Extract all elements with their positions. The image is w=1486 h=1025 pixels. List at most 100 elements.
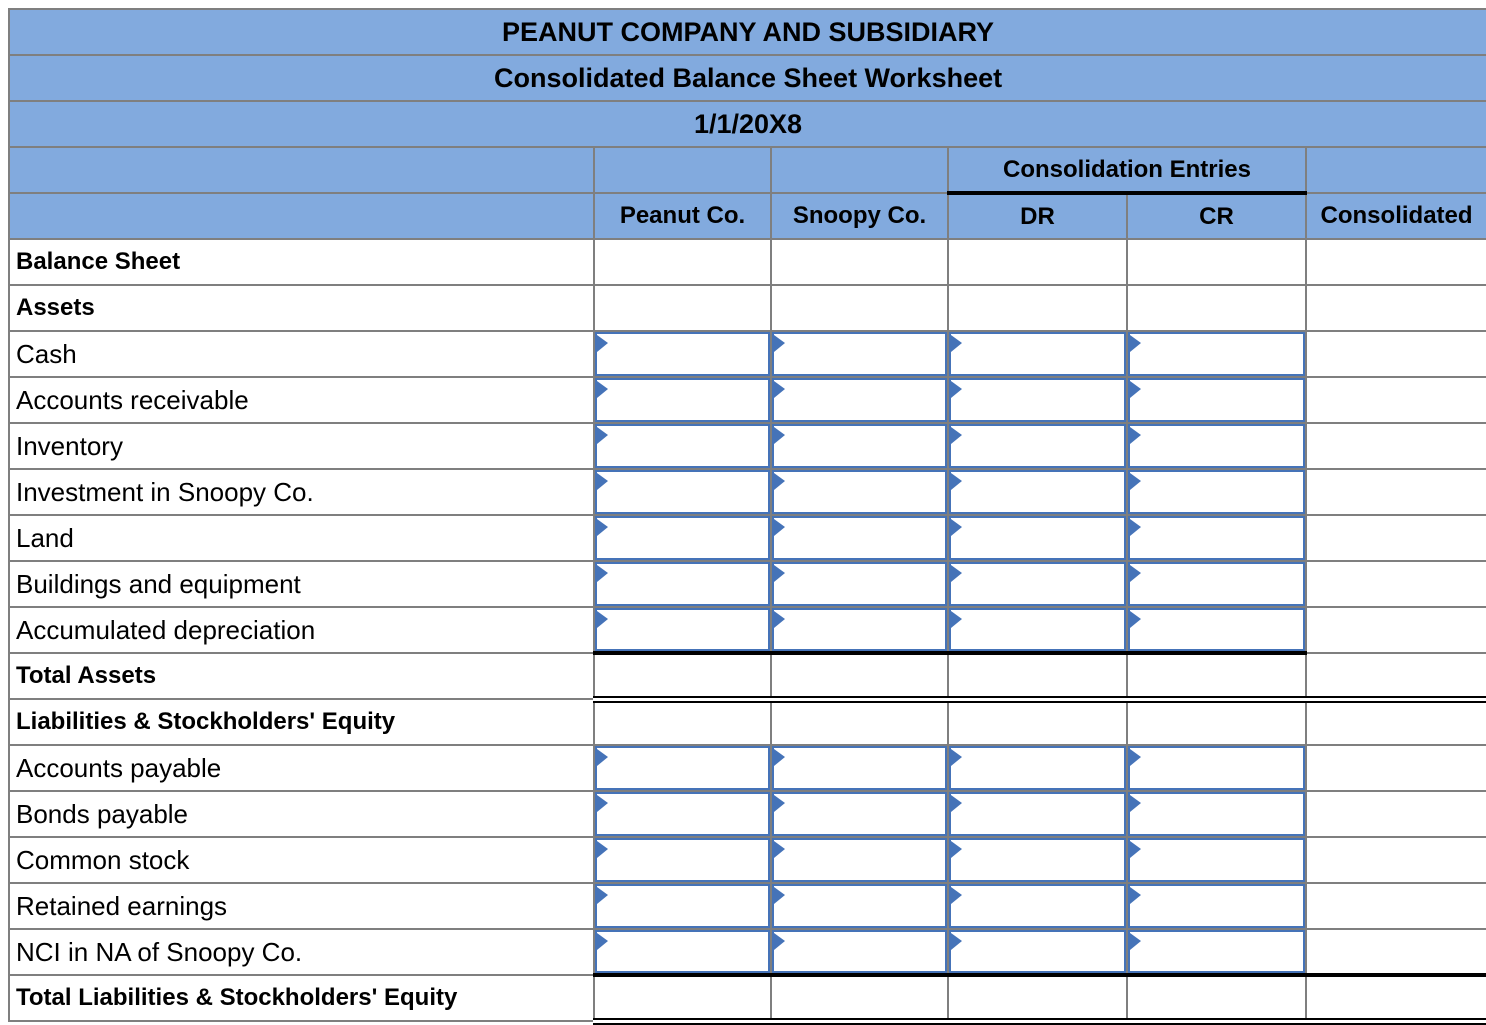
input-inventory-snoopy[interactable]: [773, 425, 946, 467]
input-buildings-equipment-snoopy[interactable]: [773, 563, 946, 605]
row-label-buildings-equipment: Buildings and equipment: [8, 560, 595, 608]
row-label-accounts-payable: Accounts payable: [8, 744, 595, 792]
input-nci-cr[interactable]: [1129, 931, 1304, 973]
input-accounts-receivable-snoopy[interactable]: [773, 379, 946, 421]
input-marker-icon: [597, 795, 608, 812]
row-accounts-payable: Accounts payable: [8, 744, 1486, 792]
row-accumulated-depreciation: Accumulated depreciation: [8, 606, 1486, 654]
input-accounts-payable-cr[interactable]: [1129, 747, 1304, 789]
row-cash: Cash: [8, 330, 1486, 378]
input-marker-icon: [1130, 335, 1141, 352]
cell-inventory-consolidated: [1304, 422, 1486, 470]
input-common-stock-snoopy[interactable]: [773, 839, 946, 881]
input-retained-earnings-peanut[interactable]: [596, 885, 769, 927]
cell-nci-dr: [947, 928, 1128, 976]
input-buildings-equipment-cr[interactable]: [1129, 563, 1304, 605]
input-common-stock-cr[interactable]: [1129, 839, 1304, 881]
input-retained-earnings-snoopy[interactable]: [773, 885, 946, 927]
input-marker-icon: [951, 381, 962, 398]
input-marker-icon: [774, 519, 785, 536]
input-land-dr[interactable]: [950, 517, 1125, 559]
input-buildings-equipment-peanut[interactable]: [596, 563, 769, 605]
input-marker-icon: [597, 335, 608, 352]
input-marker-icon: [1130, 427, 1141, 444]
empty-header-cell: [770, 146, 949, 194]
input-land-cr[interactable]: [1129, 517, 1304, 559]
empty-cell: [1126, 238, 1307, 286]
input-investment-snoopy[interactable]: [773, 471, 946, 513]
row-balance-sheet: Balance Sheet: [8, 238, 1486, 286]
cell-total-assets-consolidated: [1304, 652, 1486, 703]
column-header-dr: DR: [947, 192, 1128, 240]
input-accumulated-depreciation-peanut[interactable]: [596, 609, 769, 651]
input-buildings-equipment-dr[interactable]: [950, 563, 1125, 605]
input-inventory-dr[interactable]: [950, 425, 1125, 467]
row-label-retained-earnings: Retained earnings: [8, 882, 595, 930]
input-marker-icon: [774, 381, 785, 398]
row-total-liabilities-equity: Total Liabilities & Stockholders' Equity: [8, 973, 1486, 1025]
empty-cell: [947, 238, 1128, 286]
input-marker-icon: [597, 427, 608, 444]
input-bonds-payable-peanut[interactable]: [596, 793, 769, 835]
input-accounts-payable-dr[interactable]: [950, 747, 1125, 789]
input-accumulated-depreciation-snoopy[interactable]: [773, 609, 946, 651]
input-investment-peanut[interactable]: [596, 471, 769, 513]
input-accounts-payable-snoopy[interactable]: [773, 747, 946, 789]
cell-nci-cr: [1126, 928, 1307, 976]
input-land-snoopy[interactable]: [773, 517, 946, 559]
input-marker-icon: [1130, 887, 1141, 904]
cell-investment-peanut: [593, 468, 772, 516]
input-inventory-peanut[interactable]: [596, 425, 769, 467]
input-retained-earnings-cr[interactable]: [1129, 885, 1304, 927]
input-land-peanut[interactable]: [596, 517, 769, 559]
empty-cell: [593, 284, 772, 332]
cell-bp-consolidated: [1304, 790, 1486, 838]
input-accounts-receivable-cr[interactable]: [1129, 379, 1304, 421]
input-accounts-payable-peanut[interactable]: [596, 747, 769, 789]
input-marker-icon: [774, 565, 785, 582]
input-accounts-receivable-dr[interactable]: [950, 379, 1125, 421]
cell-cs-cr: [1126, 836, 1307, 884]
input-cash-snoopy[interactable]: [773, 333, 946, 375]
input-nci-peanut[interactable]: [596, 931, 769, 973]
cell-inventory-snoopy: [770, 422, 949, 470]
input-inventory-cr[interactable]: [1129, 425, 1304, 467]
empty-header-cell: [1304, 146, 1486, 194]
input-bonds-payable-snoopy[interactable]: [773, 793, 946, 835]
column-header-cr: CR: [1126, 192, 1307, 240]
input-marker-icon: [774, 933, 785, 950]
row-common-stock: Common stock: [8, 836, 1486, 884]
cell-ad-dr: [947, 606, 1128, 654]
input-cash-dr[interactable]: [950, 333, 1125, 375]
input-retained-earnings-dr[interactable]: [950, 885, 1125, 927]
input-common-stock-dr[interactable]: [950, 839, 1125, 881]
input-accumulated-depreciation-dr[interactable]: [950, 609, 1125, 651]
cell-inventory-peanut: [593, 422, 772, 470]
input-accounts-receivable-peanut[interactable]: [596, 379, 769, 421]
cell-ap-cr: [1126, 744, 1307, 792]
empty-cell: [593, 698, 772, 746]
input-marker-icon: [951, 519, 962, 536]
input-nci-snoopy[interactable]: [773, 931, 946, 973]
input-investment-cr[interactable]: [1129, 471, 1304, 513]
row-liabilities-equity-section: Liabilities & Stockholders' Equity: [8, 698, 1486, 746]
cell-ap-dr: [947, 744, 1128, 792]
input-marker-icon: [774, 611, 785, 628]
input-common-stock-peanut[interactable]: [596, 839, 769, 881]
input-bonds-payable-dr[interactable]: [950, 793, 1125, 835]
input-cash-cr[interactable]: [1129, 333, 1304, 375]
row-total-assets: Total Assets: [8, 651, 1486, 703]
input-cash-peanut[interactable]: [596, 333, 769, 375]
cell-tle-dr: [947, 973, 1128, 1025]
input-bonds-payable-cr[interactable]: [1129, 793, 1304, 835]
cell-ad-snoopy: [770, 606, 949, 654]
cell-cash-dr: [947, 330, 1128, 378]
cell-re-dr: [947, 882, 1128, 930]
input-nci-dr[interactable]: [950, 931, 1125, 973]
empty-cell: [770, 284, 949, 332]
cell-re-snoopy: [770, 882, 949, 930]
input-accumulated-depreciation-cr[interactable]: [1129, 609, 1304, 651]
input-investment-dr[interactable]: [950, 471, 1125, 513]
cell-be-consolidated: [1304, 560, 1486, 608]
empty-cell: [1304, 698, 1486, 746]
